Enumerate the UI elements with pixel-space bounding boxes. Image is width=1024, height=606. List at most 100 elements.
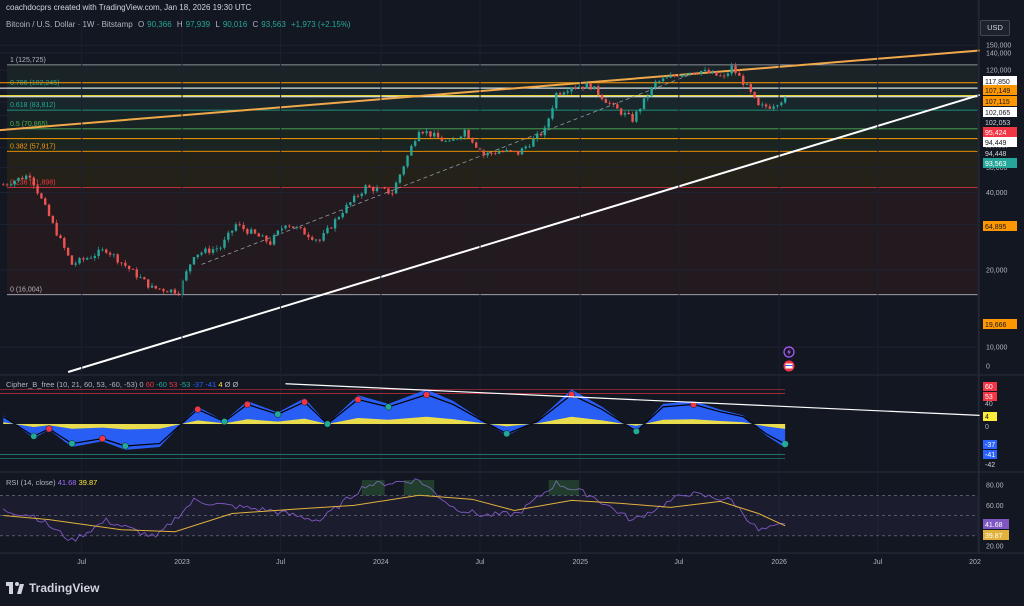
cipher-axis-label: -37: [985, 442, 995, 449]
x-tick-label: Jul: [77, 559, 86, 566]
candle-body: [24, 175, 28, 180]
price-axis-label-bg: [983, 96, 1017, 106]
candle-body: [276, 230, 280, 236]
candle-body: [505, 150, 508, 152]
cipher-buy-dot: [385, 403, 392, 411]
candle-body: [208, 248, 211, 253]
currency-button[interactable]: USD: [980, 20, 1010, 36]
candle-body: [433, 132, 436, 137]
candle-body: [310, 237, 314, 240]
candle-body: [700, 70, 703, 74]
cipher-buy-dot: [30, 432, 38, 440]
candle-body: [688, 72, 691, 75]
cipher-axis-label-bg: [983, 382, 997, 391]
candle-body: [89, 257, 93, 259]
price-axis-label: 19,666: [985, 322, 1007, 329]
candle-body: [440, 137, 444, 142]
candle-body: [185, 271, 188, 281]
candle-body: [303, 228, 306, 235]
tradingview-logo-icon: [6, 582, 24, 594]
candle-body: [345, 204, 348, 213]
y-tick-label: 50,000: [986, 165, 1008, 172]
rsi-ma-line: [3, 494, 786, 533]
candle-body: [745, 83, 749, 85]
candle-body: [82, 258, 85, 260]
candle-body: [17, 177, 20, 181]
high-value: 97,939: [185, 20, 211, 29]
candle-body: [368, 185, 371, 188]
candle-body: [696, 73, 699, 75]
candle-body: [757, 97, 760, 106]
candle-body: [532, 138, 535, 147]
rsi-legend[interactable]: RSI (14, close) 41.68 39.87: [6, 478, 97, 487]
candle-body: [635, 111, 638, 122]
open-label: O: [137, 20, 145, 29]
y-tick-label: 40,000: [986, 190, 1008, 197]
cipher-axis-label: -42: [985, 462, 995, 469]
fib-level-label: 0.786 (102,245): [10, 80, 59, 87]
candle-body: [520, 148, 524, 155]
candle-body: [715, 71, 718, 76]
candle-body: [680, 75, 684, 78]
candle-body: [459, 136, 463, 139]
candle-body: [200, 252, 203, 255]
candle-body: [543, 127, 547, 136]
candle-body: [63, 238, 66, 248]
lightning-alert-icon[interactable]: [783, 346, 795, 358]
fib-level-label: 0 (16,004): [10, 287, 42, 294]
candle-body: [124, 262, 127, 266]
candle-body: [40, 193, 43, 199]
candle-body: [66, 247, 70, 256]
candle-body: [452, 139, 455, 141]
candle-body: [509, 150, 512, 151]
candle-body: [402, 166, 405, 175]
candle-body: [455, 138, 459, 140]
cipher-legend[interactable]: Cipher_B_free (10, 21, 60, 53, -60, -53)…: [6, 380, 238, 389]
candle-body: [307, 234, 310, 238]
candle-body: [44, 198, 47, 205]
x-tick-label: 2023: [174, 559, 190, 566]
candle-body: [341, 212, 344, 218]
x-tick-label: 202: [969, 559, 981, 566]
fib-zone: [7, 187, 978, 295]
flag-icon[interactable]: [783, 360, 795, 372]
rsi-line: [2, 478, 786, 542]
candle-body: [169, 289, 173, 293]
candle-body: [131, 268, 135, 270]
price-axis-label: 107,149: [985, 88, 1010, 95]
candle-body: [421, 131, 425, 134]
candle-body: [497, 151, 501, 154]
cipher-sell-dot: [354, 396, 362, 404]
candle-body: [372, 187, 375, 192]
candle-body: [410, 145, 413, 156]
candle-body: [673, 75, 676, 77]
candle-body: [204, 248, 207, 253]
candle-body: [211, 249, 215, 253]
candle-body: [780, 102, 783, 106]
candle-body: [356, 195, 360, 197]
candle-body: [539, 133, 543, 136]
candle-body: [661, 78, 665, 82]
candle-body: [490, 152, 493, 154]
candle-body: [776, 105, 779, 107]
price-axis-label-bg: [983, 221, 1017, 231]
rsi-axis-label: 20.00: [986, 543, 1004, 550]
candle-body: [85, 258, 89, 260]
candle-body: [749, 83, 752, 92]
candle-body: [269, 241, 272, 245]
candle-body: [669, 75, 672, 78]
candle-body: [463, 129, 466, 137]
candle-body: [93, 256, 97, 258]
x-tick-label: 2026: [771, 559, 787, 566]
cipher-title: Cipher_B_free (10, 21, 60, 53, -60, -53): [6, 380, 138, 389]
candle-body: [139, 277, 142, 279]
candle-body: [738, 72, 741, 76]
tradingview-brand[interactable]: TradingView: [6, 580, 99, 596]
rsi-current-label: 39.87: [985, 533, 1003, 540]
fib-zone: [7, 87, 978, 111]
candle-body: [246, 229, 249, 234]
candle-body: [196, 254, 199, 258]
chart-alert-icons[interactable]: [781, 346, 797, 374]
